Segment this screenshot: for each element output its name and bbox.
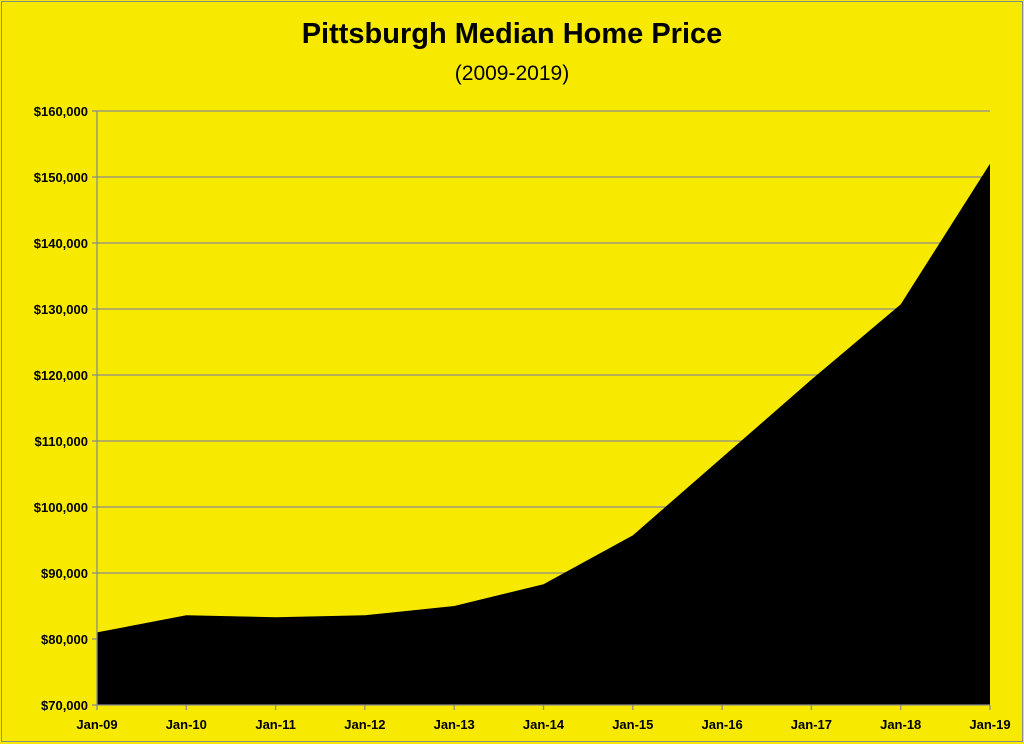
x-tick-label: Jan-09 — [76, 717, 117, 732]
y-tick-label: $120,000 — [34, 368, 88, 383]
y-tick-labels: $70,000 $80,000 $90,000 $100,000 $110,000 $12… — [34, 104, 88, 713]
x-tick-label: Jan-15 — [612, 717, 653, 732]
x-tick-label: Jan-18 — [880, 717, 921, 732]
y-tick-label: $160,000 — [34, 104, 88, 119]
y-tick-label: $90,000 — [41, 566, 88, 581]
x-tick-label: Jan-16 — [701, 717, 742, 732]
y-tick-label: $140,000 — [34, 236, 88, 251]
x-tick-label: Jan-19 — [969, 717, 1010, 732]
x-tick-labels: Jan-09 Jan-10 Jan-11 Jan-12 Jan-13 Jan-14 Jan-… — [76, 717, 1010, 732]
x-tick-label: Jan-14 — [523, 717, 565, 732]
x-tick-label: Jan-12 — [344, 717, 385, 732]
x-tick-label: Jan-17 — [791, 717, 832, 732]
y-tick-label: $80,000 — [41, 632, 88, 647]
x-tick-label: Jan-11 — [255, 717, 295, 732]
y-tick-label: $110,000 — [34, 434, 88, 449]
y-tick-label: $130,000 — [34, 302, 88, 317]
x-tick-label: Jan-13 — [434, 717, 475, 732]
y-tick-label: $70,000 — [41, 698, 88, 713]
x-tick-label: Jan-10 — [166, 717, 207, 732]
y-tick-label: $100,000 — [34, 500, 88, 515]
area-fill — [97, 164, 990, 705]
area-series — [97, 164, 990, 705]
y-tick-label: $150,000 — [34, 170, 88, 185]
